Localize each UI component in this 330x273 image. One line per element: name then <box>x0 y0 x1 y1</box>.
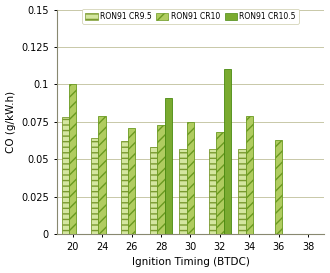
Bar <box>209 149 216 234</box>
Bar <box>238 149 246 234</box>
Bar <box>275 140 282 234</box>
Bar <box>180 149 187 234</box>
Y-axis label: CO (g/kW.h): CO (g/kW.h) <box>6 91 16 153</box>
Bar <box>150 147 157 234</box>
Bar <box>216 132 224 234</box>
X-axis label: Ignition Timing (BTDC): Ignition Timing (BTDC) <box>132 257 249 268</box>
Bar <box>69 84 76 234</box>
Bar <box>120 141 128 234</box>
Bar <box>165 98 172 234</box>
Bar <box>62 117 69 234</box>
Legend: RON91 CR9.5, RON91 CR10, RON91 CR10.5: RON91 CR9.5, RON91 CR10, RON91 CR10.5 <box>82 9 299 24</box>
Bar <box>224 69 231 234</box>
Bar <box>98 116 106 234</box>
Bar <box>246 116 253 234</box>
Bar <box>187 122 194 234</box>
Bar <box>91 138 98 234</box>
Bar <box>157 125 165 234</box>
Bar <box>128 128 135 234</box>
